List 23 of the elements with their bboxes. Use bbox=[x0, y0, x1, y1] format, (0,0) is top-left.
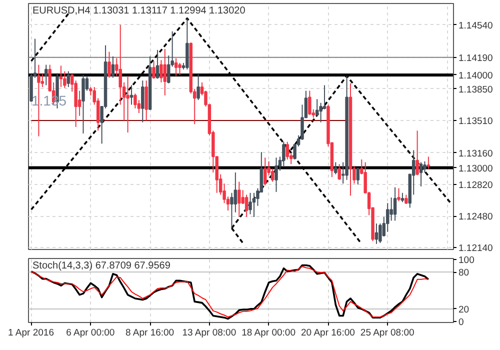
x-tick-label: 13 Apr 08:00 bbox=[182, 328, 236, 338]
y-tick-label: 1.12480 bbox=[458, 212, 493, 223]
y-tick-label: 1.13850 bbox=[458, 84, 493, 96]
y-tick-label: 1.14190 bbox=[458, 52, 493, 64]
ref-line-label: 1.14000 bbox=[458, 70, 493, 82]
x-tick-label: 8 Apr 16:00 bbox=[126, 328, 174, 338]
y-tick-label: 1.12820 bbox=[458, 180, 493, 192]
x-tick-label: 25 Apr 08:00 bbox=[360, 328, 414, 338]
chart-title: Stoch(14,3,3) 67.8709 67.9569 bbox=[32, 260, 171, 272]
y-tick-label: 0 bbox=[458, 316, 464, 328]
y-tick-label: 100 bbox=[458, 255, 474, 266]
y-tick-label: 1.13160 bbox=[458, 148, 493, 160]
y-tick-label: 1.12140 bbox=[458, 243, 493, 254]
x-tick-label: 18 Apr 00:00 bbox=[242, 328, 296, 338]
y-tick-label: 80 bbox=[458, 268, 470, 279]
y-tick-label: 20 bbox=[458, 304, 470, 316]
x-tick-label: 6 Apr 00:00 bbox=[66, 328, 115, 338]
y-tick-label: 1.14540 bbox=[458, 20, 493, 32]
x-tick-label: 1 Apr 2016 bbox=[8, 328, 54, 338]
chart-title: EURUSD,H4 1.13031 1.13117 1.12994 1.13020 bbox=[32, 6, 246, 16]
x-tick-label: 20 Apr 16:00 bbox=[301, 328, 355, 338]
ref-line-label: 1.13000 bbox=[458, 163, 493, 174]
y-tick-label: 1.13510 bbox=[458, 116, 493, 127]
